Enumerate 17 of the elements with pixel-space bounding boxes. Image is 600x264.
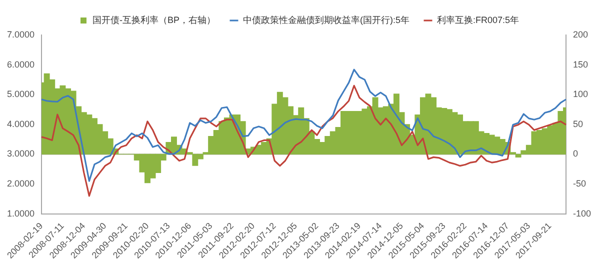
y-tick-label: 6.0000	[6, 59, 35, 70]
legend-label: 国开债-互换利率（BP，右轴）	[92, 14, 216, 25]
y-tick-label: 4.0000	[6, 118, 35, 129]
y2-tick-label: 150	[572, 59, 588, 70]
y-tick-label: 1.0000	[6, 208, 35, 218]
y-tick-label: 2.0000	[6, 178, 35, 188]
y2-tick-label: 0	[572, 148, 578, 159]
legend-label: 中债政策性金融债到期收益率(国开行):5年	[242, 14, 410, 25]
y2-tick-label: 100	[572, 89, 588, 100]
y2-tick-label: -50	[572, 178, 586, 188]
y2-tick-label: 50	[572, 118, 583, 129]
legend-label: 利率互换:FR007:5年	[436, 14, 520, 25]
y2-tick-label: 200	[572, 29, 588, 40]
y-tick-label: 7.0000	[6, 29, 35, 40]
y2-tick-label: -100	[572, 208, 591, 218]
y-tick-label: 3.0000	[6, 148, 35, 159]
y-tick-label: 5.0000	[6, 89, 35, 100]
